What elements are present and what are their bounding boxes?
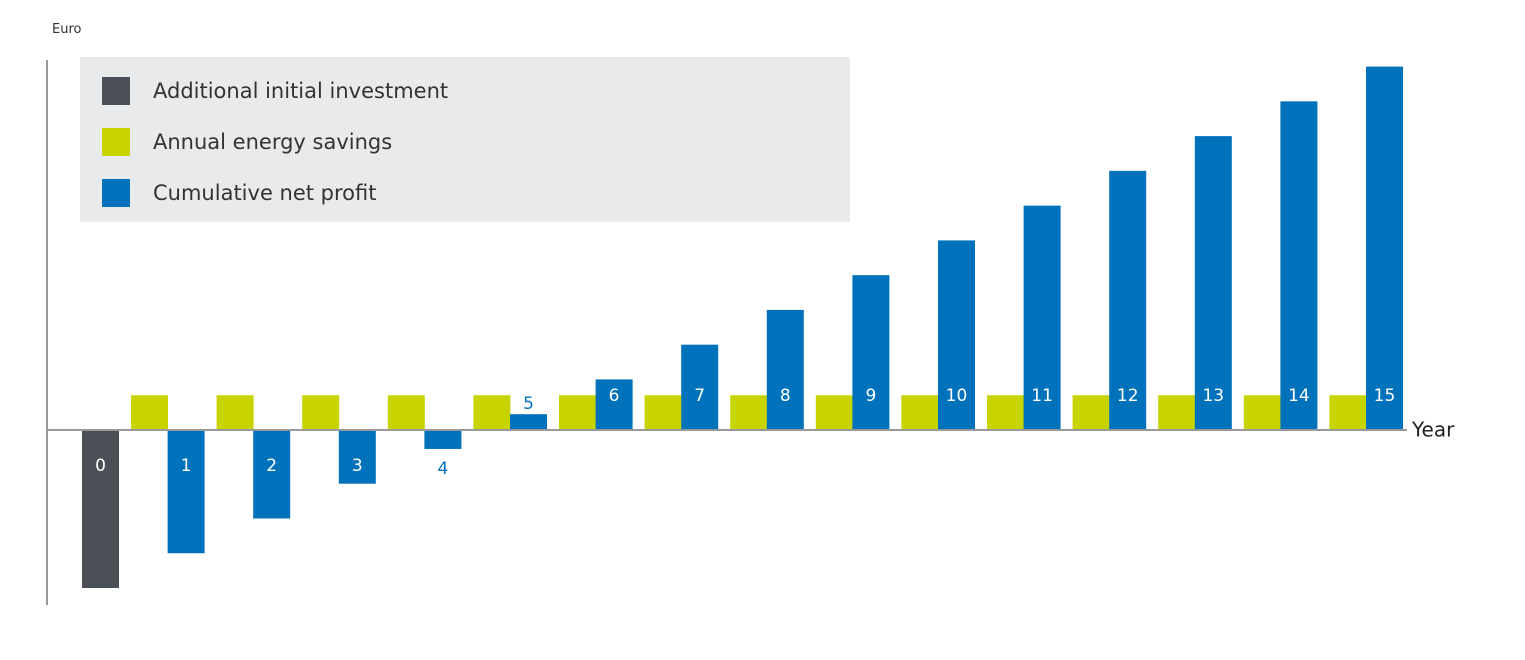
year-label-10: 10	[946, 386, 968, 406]
year-label-0: 0	[95, 456, 106, 476]
year-label-12: 12	[1117, 386, 1139, 406]
profit-bar-1	[167, 430, 205, 554]
legend-label-savings: Annual energy savings	[153, 130, 393, 154]
profit-bar-5	[510, 414, 547, 430]
legend-label-profit: Cumulative net profit	[153, 181, 377, 205]
profit-bar-3	[338, 430, 376, 484]
savings-bar-6	[559, 395, 596, 430]
savings-bar-2	[216, 395, 254, 430]
legend-swatch-investment	[102, 77, 130, 105]
investment-bar-0	[82, 430, 119, 588]
savings-bar-12	[1072, 395, 1110, 430]
legend-item-investment: Additional initial investment	[102, 77, 448, 105]
year-label-1: 1	[181, 456, 192, 476]
year-label-5: 5	[523, 394, 534, 414]
savings-bar-9	[815, 395, 853, 430]
year-label-9: 9	[865, 386, 876, 406]
x-axis-label: Year	[1411, 418, 1455, 442]
legend-item-savings: Annual energy savings	[102, 128, 392, 156]
profit-bar-8	[766, 309, 804, 430]
profit-bar-2	[253, 430, 291, 519]
legend: Additional initial investment Annual ene…	[80, 57, 850, 222]
savings-bar-5	[473, 395, 511, 430]
profit-bar-9	[852, 275, 890, 430]
profit-bar-7	[681, 344, 719, 430]
year-label-4: 4	[437, 459, 448, 479]
savings-bar-7	[644, 395, 682, 430]
year-label-11: 11	[1031, 386, 1053, 406]
profit-bar-15	[1366, 66, 1403, 430]
y-axis-label: Euro	[52, 22, 82, 37]
year-label-14: 14	[1288, 386, 1310, 406]
year-label-7: 7	[694, 386, 705, 406]
profit-bar-6	[595, 379, 633, 430]
profit-bar-14	[1280, 101, 1318, 431]
legend-swatch-savings	[102, 128, 130, 156]
savings-bar-13	[1158, 395, 1196, 430]
year-label-2: 2	[266, 456, 277, 476]
legend-item-profit: Cumulative net profit	[102, 179, 376, 207]
legend-swatch-profit	[102, 179, 130, 207]
profit-bar-10	[938, 240, 975, 430]
year-label-8: 8	[780, 386, 791, 406]
profit-bar-11	[1023, 205, 1061, 430]
savings-bar-11	[987, 395, 1024, 430]
year-label-15: 15	[1374, 386, 1396, 406]
profit-bar-12	[1109, 170, 1147, 430]
savings-bar-14	[1243, 395, 1281, 430]
savings-bar-1	[131, 395, 168, 430]
profit-bar-13	[1194, 136, 1232, 430]
savings-bar-4	[387, 395, 425, 430]
savings-bar-15	[1329, 395, 1367, 430]
year-label-6: 6	[609, 386, 620, 406]
profit-bar-4	[424, 430, 462, 449]
year-label-3: 3	[352, 456, 363, 476]
savings-bar-10	[901, 395, 939, 430]
legend-label-investment: Additional initial investment	[153, 79, 449, 103]
savings-bar-3	[302, 395, 340, 430]
savings-bar-8	[730, 395, 768, 430]
year-label-13: 13	[1202, 386, 1224, 406]
